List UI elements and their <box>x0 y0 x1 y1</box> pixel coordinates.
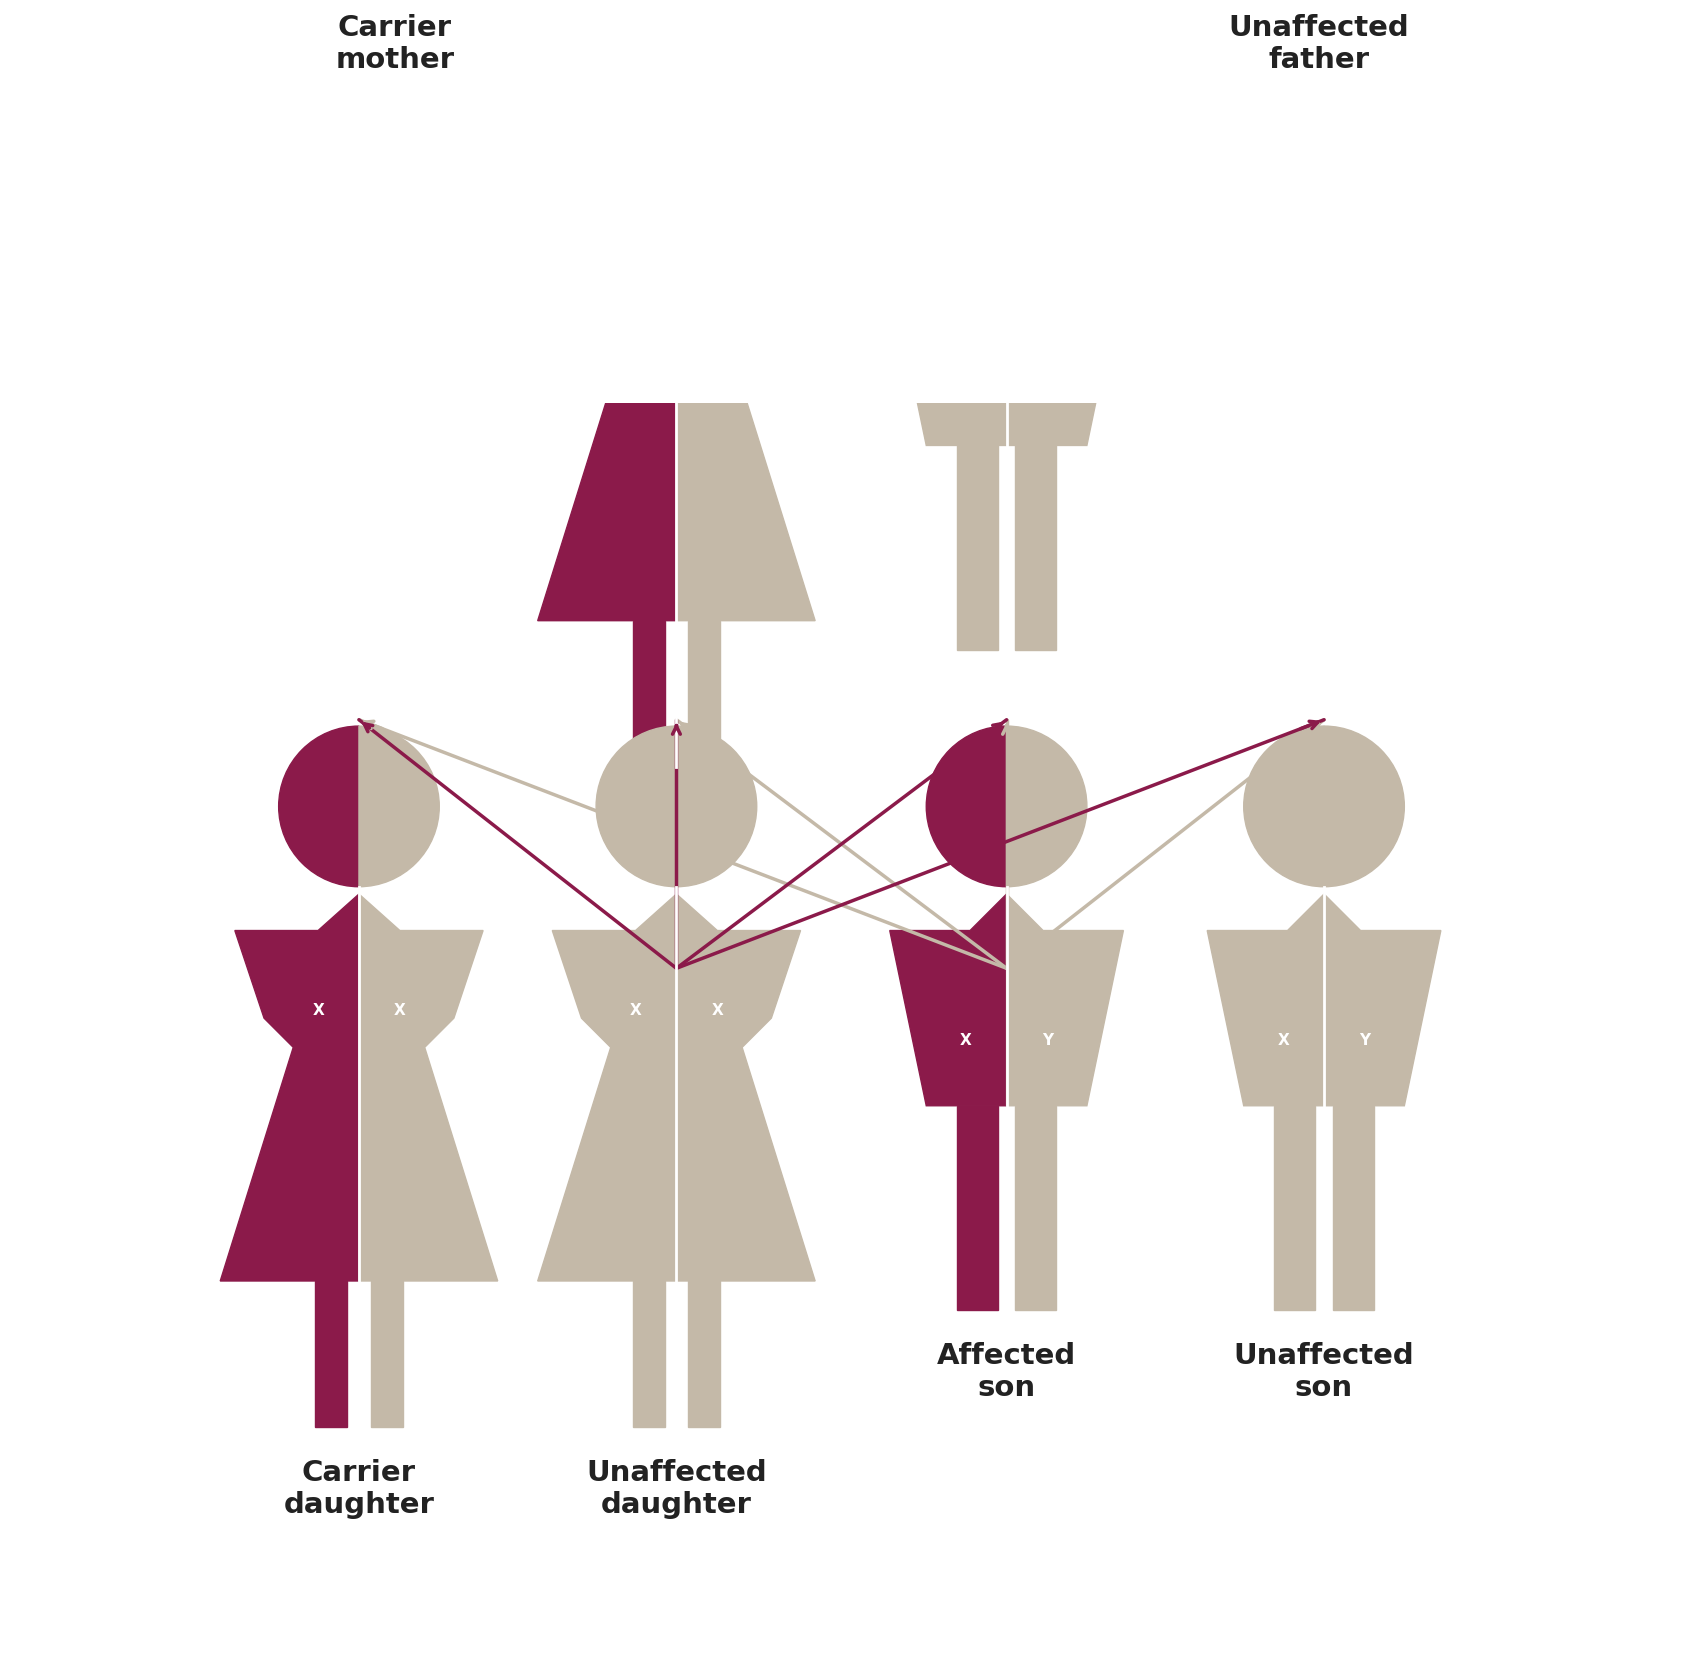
Polygon shape <box>632 1280 664 1426</box>
Polygon shape <box>1006 234 1122 445</box>
Wedge shape <box>279 726 358 887</box>
Text: Unaffected
son: Unaffected son <box>1233 1342 1413 1403</box>
Polygon shape <box>890 234 1006 445</box>
Polygon shape <box>632 620 664 766</box>
Wedge shape <box>595 726 676 887</box>
Text: X: X <box>629 1003 641 1018</box>
Text: Y: Y <box>1359 1033 1369 1048</box>
Text: X: X <box>629 343 641 358</box>
Text: X: X <box>313 1003 323 1018</box>
Wedge shape <box>676 66 757 227</box>
Polygon shape <box>537 894 676 1280</box>
Polygon shape <box>957 445 997 650</box>
Polygon shape <box>676 894 814 1280</box>
Wedge shape <box>1324 726 1403 887</box>
Wedge shape <box>1006 726 1087 887</box>
Wedge shape <box>925 66 1006 227</box>
Polygon shape <box>537 234 676 620</box>
Text: X: X <box>394 1003 405 1018</box>
Polygon shape <box>358 894 498 1280</box>
Text: X: X <box>711 1003 723 1018</box>
Wedge shape <box>925 726 1006 887</box>
Text: Unaffected
daughter: Unaffected daughter <box>585 1458 767 1519</box>
Polygon shape <box>370 1280 402 1426</box>
Polygon shape <box>1273 1105 1315 1310</box>
Text: X: X <box>711 343 723 358</box>
Polygon shape <box>688 620 720 766</box>
Polygon shape <box>1324 894 1440 1105</box>
Text: Y: Y <box>1041 373 1053 388</box>
Wedge shape <box>358 726 439 887</box>
Text: Carrier
mother: Carrier mother <box>335 13 454 74</box>
Text: X: X <box>1277 1033 1288 1048</box>
Text: X: X <box>959 373 971 388</box>
Polygon shape <box>1332 1105 1373 1310</box>
Polygon shape <box>890 894 1006 1105</box>
Polygon shape <box>957 1105 997 1310</box>
Wedge shape <box>1243 726 1324 887</box>
Polygon shape <box>1006 894 1122 1105</box>
Polygon shape <box>315 1280 346 1426</box>
Text: Carrier
daughter: Carrier daughter <box>283 1458 434 1519</box>
Wedge shape <box>595 66 676 227</box>
Text: Affected
son: Affected son <box>937 1342 1075 1403</box>
Text: Unaffected
father: Unaffected father <box>1228 13 1410 74</box>
Wedge shape <box>1006 66 1087 227</box>
Polygon shape <box>1014 1105 1056 1310</box>
Polygon shape <box>1014 445 1056 650</box>
Polygon shape <box>1206 894 1324 1105</box>
Polygon shape <box>220 894 358 1280</box>
Text: Y: Y <box>1041 1033 1053 1048</box>
Text: X: X <box>959 1033 971 1048</box>
Polygon shape <box>676 234 814 620</box>
Wedge shape <box>676 726 757 887</box>
Polygon shape <box>688 1280 720 1426</box>
